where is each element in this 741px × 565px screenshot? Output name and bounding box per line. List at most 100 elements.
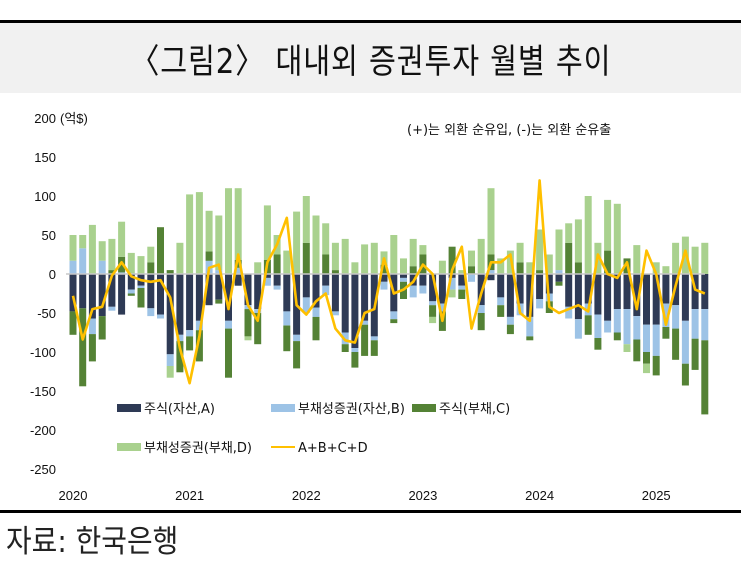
bar-주식(자산,A) [623,274,631,310]
bar-주식(부채,C) [215,299,223,304]
bar-주식(자산,A) [98,274,106,317]
bar-부채성증권(자산,B) [623,309,631,345]
bar-주식(자산,A) [497,274,505,298]
bar-주식(자산,A) [331,274,339,312]
bar-부채성증권(자산,B) [438,303,446,312]
bar-부채성증권(부채,D) [283,250,291,274]
bar-주식(자산,A) [166,274,174,355]
bar-부채성증권(부채,D) [691,246,699,274]
bar-부채성증권(부채,D) [118,221,126,257]
bar-부채성증권(자산,B) [429,301,437,306]
y-tick-label: 150 [34,150,56,165]
bar-주식(부채,C) [157,227,164,274]
bar-부채성증권(자산,B) [234,267,242,274]
y-tick-label: -200 [30,423,56,438]
bar-주식(부채,C) [458,289,466,299]
bar-주식(자산,A) [506,274,514,317]
bar-부채성증권(부채,D) [166,366,174,378]
bar-부채성증권(자산,B) [380,281,388,290]
bar-부채성증권(부채,D) [672,242,680,274]
x-axis: 2020 2021 2022 2023 2024 2025 [59,488,671,503]
bar-부채성증권(부채,D) [458,270,466,274]
bar-부채성증권(자산,B) [322,285,330,296]
bar-주식(자산,A) [652,274,660,325]
bar-부채성증권(부채,D) [69,235,77,261]
bar-주식(부채,C) [643,352,650,364]
bar-부채성증권(부채,D) [390,235,398,274]
bar-주식(부채,C) [302,242,310,274]
bar-주식(자산,A) [283,274,291,312]
bar-부채성증권(부채,D) [545,254,553,274]
bar-주식(자산,A) [186,274,194,331]
bar-부채성증권(부채,D) [662,266,670,274]
bar-주식(부채,C) [448,246,456,274]
bar-주식(자산,A) [79,274,87,309]
bar-부채성증권(자산,B) [487,270,495,274]
bar-주식(자산,A) [643,274,650,325]
bar-주식(부채,C) [380,264,388,274]
bar-주식(자산,A) [312,274,320,308]
bar-주식(자산,A) [613,274,621,310]
bar-부채성증권(부채,D) [477,238,485,274]
bar-부채성증권(부채,D) [293,211,301,274]
bar-부채성증권(부채,D) [244,336,252,341]
legend-label: 주식(자산,A) [144,402,215,417]
y-axis-unit-label: (억$) [60,111,88,126]
bar-부채성증권(자산,B) [662,303,670,327]
bar-주식(자산,A) [594,274,602,315]
bar-주식(자산,A) [361,274,369,321]
y-tick-label: -150 [30,384,56,399]
bar-주식(자산,A) [69,274,77,312]
bar-부채성증권(부채,D) [487,188,495,255]
legend-swatch [271,404,295,412]
bar-주식(자산,A) [380,274,388,282]
bar-부채성증권(부채,D) [322,223,330,255]
x-tick-label: 2020 [59,488,88,503]
bar-부채성증권(자산,B) [691,309,699,339]
bar-부채성증권(부채,D) [409,238,417,267]
bar-부채성증권(자산,B) [594,314,602,338]
bar-부채성증권(부채,D) [565,223,573,243]
bar-주식(부채,C) [341,344,349,352]
bar-부채성증권(자산,B) [701,309,709,341]
bar-주식(부채,C) [108,270,116,274]
bar-부채성증권(자산,B) [681,320,689,364]
bar-부채성증권(부채,D) [497,258,505,274]
bar-주식(부채,C) [293,341,301,369]
chart-title: 〈그림2〉 대내외 증권투자 월별 추이 [129,41,612,82]
bar-부채성증권(부채,D) [516,242,524,263]
bar-부채성증권(자산,B) [118,272,126,274]
bar-부채성증권(자산,B) [409,285,417,298]
flow-annotation: (+)는 외환 순유입, (-)는 외환 순유출 [407,123,611,138]
bar-주식(자산,A) [127,274,135,290]
bar-주식(부채,C) [652,355,660,376]
bar-주식(자산,A) [234,274,242,286]
bar-부채성증권(자산,B) [370,336,378,341]
bar-부채성증권(자산,B) [565,306,573,319]
bar-주식(부채,C) [312,316,320,341]
bar-부채성증권(부채,D) [341,238,349,274]
bar-부채성증권(부채,D) [234,188,242,260]
bar-주식(부채,C) [273,254,281,274]
bar-부채성증권(부채,D) [351,262,359,274]
bar-부채성증권(부채,D) [633,245,641,274]
bar-부채성증권(자산,B) [166,354,174,366]
legend-swatch [117,443,141,451]
bar-부채성증권(자산,B) [137,285,145,288]
bar-주식(부채,C) [118,256,126,273]
bar-주식(부채,C) [701,340,709,415]
bar-주식(부채,C) [409,266,417,274]
bar-주식(자산,A) [205,274,213,306]
bar-주식(자산,A) [147,274,155,309]
bar-부채성증권(부채,D) [254,262,262,274]
chart: 200 150 100 50 0 -50 -100 -150 -200 -250 (억$) (+)… [30,111,709,503]
bar-부채성증권(부채,D) [195,192,203,274]
bar-부채성증권(부채,D) [604,199,612,251]
bar-주식(자산,A) [341,274,349,333]
bar-부채성증권(자산,B) [312,307,320,317]
bar-주식(부채,C) [604,250,612,274]
bar-부채성증권(자산,B) [400,277,407,282]
bar-주식(부채,C) [613,332,621,341]
bar-주식(자산,A) [88,274,96,319]
bar-부채성증권(자산,B) [263,277,271,286]
